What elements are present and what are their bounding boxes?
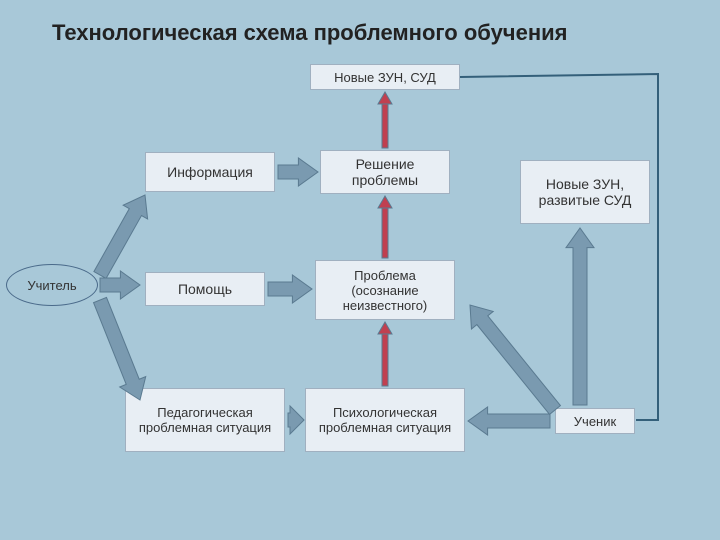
page-title: Технологическая схема проблемного обучен… xyxy=(52,20,567,46)
node-problema: Проблема (осознание неизвестного) xyxy=(315,260,455,320)
label: Решение проблемы xyxy=(325,156,445,188)
node-ped-sit: Педагогическая проблемная ситуация xyxy=(125,388,285,452)
label: Ученик xyxy=(574,414,616,429)
node-psih-sit: Психологическая проблемная ситуация xyxy=(305,388,465,452)
label: Проблема (осознание неизвестного) xyxy=(320,268,450,313)
label: Психологическая проблемная ситуация xyxy=(310,405,460,435)
node-uchenik: Ученик xyxy=(555,408,635,434)
label: Новые ЗУН, СУД xyxy=(334,70,436,85)
label: Помощь xyxy=(178,281,232,297)
node-pomosh: Помощь xyxy=(145,272,265,306)
node-informatsiya: Информация xyxy=(145,152,275,192)
node-novye-zun-sud: Новые ЗУН, СУД xyxy=(310,64,460,90)
node-reshenie: Решение проблемы xyxy=(320,150,450,194)
node-uchitel-label: Учитель xyxy=(27,278,76,293)
label: Педагогическая проблемная ситуация xyxy=(130,405,280,435)
label: Информация xyxy=(167,164,253,180)
node-uchitel: Учитель xyxy=(6,264,98,306)
label: Новые ЗУН, развитые СУД xyxy=(525,176,645,208)
node-novye-razvitye: Новые ЗУН, развитые СУД xyxy=(520,160,650,224)
